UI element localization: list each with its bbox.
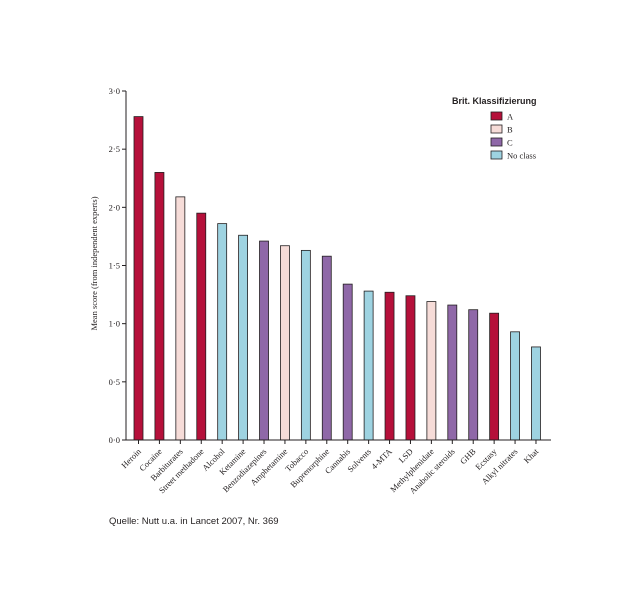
bar [300, 249, 311, 441]
legend-title: Brit. Klassifizierung [452, 96, 537, 106]
y-tick-label: 3·0 [109, 86, 120, 96]
y-tick-label: 2·5 [109, 144, 120, 154]
y-axis: 0·0 0·5 1·0 1·5 2·0 2·5 3·0 [109, 86, 127, 445]
bar [384, 291, 395, 441]
y-axis-title: Mean score (from independent experts) [89, 196, 99, 330]
x-tick-label: Khat [522, 446, 541, 465]
legend-swatch-no-class [490, 150, 503, 160]
y-tick-label: 2·0 [109, 202, 120, 212]
bar [489, 312, 500, 441]
bar [363, 290, 374, 441]
x-tick-label: Solvents [345, 446, 373, 474]
y-tick-label: 1·5 [109, 261, 120, 271]
legend-label: B [507, 125, 513, 135]
legend-label: C [507, 138, 513, 148]
bar [196, 212, 207, 441]
legend-swatch-b [490, 124, 503, 134]
bar [531, 346, 541, 441]
bar [154, 172, 165, 441]
legend-swatch-a [490, 111, 503, 121]
y-tick-label: 0·0 [109, 435, 120, 445]
bar [426, 301, 437, 441]
bar [259, 240, 269, 441]
bar [468, 309, 479, 441]
x-tick-label: 4-MTA [369, 446, 395, 472]
bars [133, 116, 541, 441]
legend-swatch-c [490, 137, 503, 147]
bar [238, 234, 249, 441]
bar [217, 223, 228, 441]
legend-label: No class [507, 151, 536, 161]
bar [510, 331, 520, 441]
legend: Brit. Klassifizierung ABC No class [452, 96, 537, 161]
bar [447, 304, 458, 441]
legend-label: A [507, 112, 514, 122]
bar [405, 295, 416, 441]
bar [342, 283, 353, 441]
y-tick-label: 0·5 [109, 377, 120, 387]
bar [321, 255, 332, 441]
bar [133, 116, 144, 441]
bar [280, 245, 290, 441]
source-note: Quelle: Nutt u.a. in Lancet 2007, Nr. 36… [109, 516, 279, 527]
y-tick-label: 1·0 [109, 319, 120, 329]
bar [175, 196, 186, 441]
